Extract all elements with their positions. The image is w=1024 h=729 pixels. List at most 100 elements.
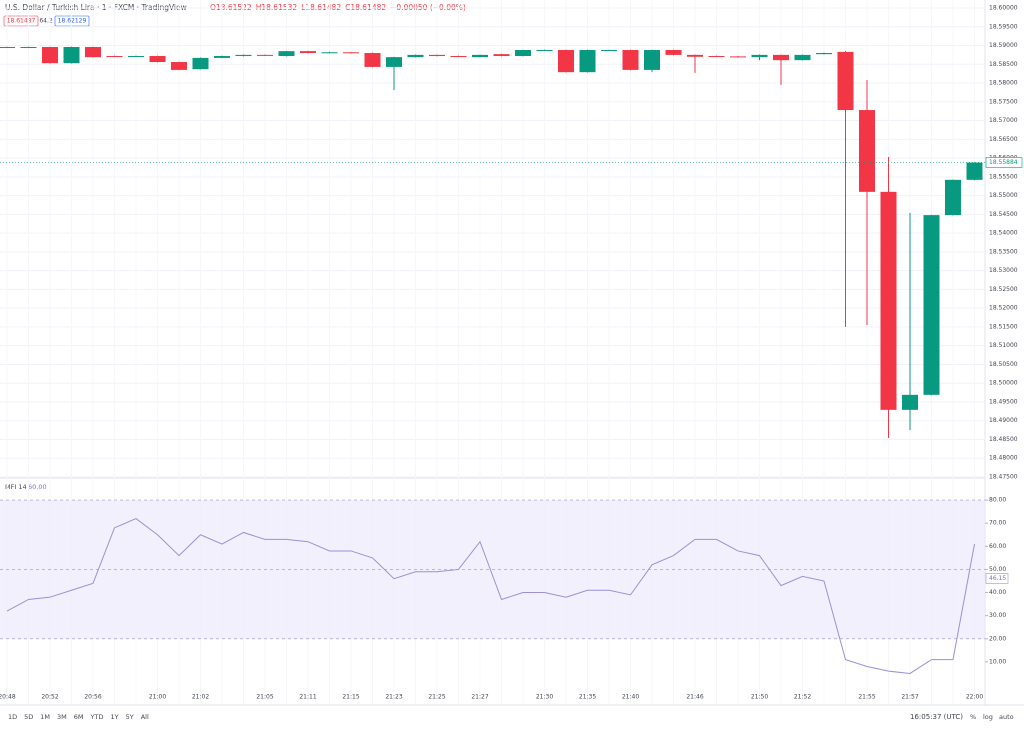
candle-body [85, 47, 101, 58]
x-tick-label: 20:52 [41, 694, 58, 701]
candle-body [880, 191, 897, 410]
candle-body [923, 215, 940, 395]
range-button[interactable]: 3M [57, 713, 67, 721]
y-tick-label: 18.49500 [989, 398, 1018, 405]
x-tick-label: 21:25 [428, 694, 445, 701]
x-tick-label: 21:00 [149, 694, 166, 701]
y-tick-label: 18.55500 [989, 173, 1018, 180]
range-button[interactable]: YTD [90, 713, 104, 721]
candle-body [730, 56, 746, 58]
y-tick-label: 18.54000 [989, 230, 1018, 237]
y-tick-label: 18.53000 [989, 267, 1018, 274]
candle-body [429, 54, 445, 57]
last-price-box [985, 157, 1023, 168]
candle-body [257, 54, 273, 56]
candle-body [386, 57, 402, 67]
x-tick-label: 21:52 [794, 694, 811, 701]
y-tick-label: 18.52500 [989, 286, 1018, 293]
range-button[interactable]: 5Y [126, 713, 134, 721]
y-tick-label: 18.47500 [989, 474, 1018, 481]
last-value-label: 46.15 [989, 575, 1006, 582]
axis-option[interactable]: log [983, 713, 993, 721]
x-tick-label: 21:46 [686, 694, 703, 701]
candle-body [558, 50, 574, 73]
candle-body [321, 52, 338, 54]
y-tick-label: 18.58500 [989, 61, 1018, 68]
y-tick-label: 20.00 [989, 635, 1006, 642]
candle-body [300, 51, 316, 54]
candle-body [20, 47, 37, 49]
mfi-line [6, 518, 975, 674]
x-tick-label: 21:55 [858, 694, 875, 701]
x-tick-label: 21:11 [299, 694, 316, 701]
candle-body [902, 394, 918, 410]
candle-body [214, 56, 230, 58]
y-tick-label: 18.56500 [989, 136, 1018, 143]
x-tick-label: 20:56 [84, 694, 101, 701]
y-tick-label: 50.00 [989, 566, 1006, 573]
candle-body [966, 162, 983, 180]
last-price-label: 18.55884 [989, 159, 1018, 166]
axis-option[interactable]: auto [999, 713, 1014, 721]
y-tick-label: 18.60000 [989, 5, 1018, 12]
y-tick-label: 60.00 [989, 543, 1006, 550]
x-tick-label: 21:27 [471, 694, 488, 701]
x-tick-label: 21:23 [385, 694, 402, 701]
candle-body [687, 54, 703, 57]
y-tick-label: 18.50000 [989, 380, 1018, 387]
sell-box [3, 15, 39, 27]
y-tick-label: 40.00 [989, 589, 1006, 596]
y-tick-label: 18.52000 [989, 305, 1018, 312]
y-tick-label: 18.49000 [989, 417, 1018, 424]
y-tick-label: 18.50500 [989, 361, 1018, 368]
candle-body [63, 47, 80, 64]
x-tick-label: 21:57 [901, 694, 918, 701]
y-tick-label: 18.59500 [989, 23, 1018, 30]
candle-body [644, 50, 660, 70]
candle-body [192, 57, 209, 70]
y-tick-label: 30.00 [989, 612, 1006, 619]
y-tick-label: 70.00 [989, 520, 1006, 527]
x-tick-label: 21:50 [751, 694, 768, 701]
candle-body [515, 50, 531, 57]
axis-option[interactable]: % [970, 713, 976, 721]
candle-body [536, 50, 553, 52]
x-tick-label: 22:00 [966, 694, 983, 701]
candle-body [128, 56, 144, 58]
candle-body [794, 54, 811, 61]
y-tick-label: 18.57500 [989, 98, 1018, 105]
candle-body [837, 51, 854, 111]
y-tick-label: 18.48000 [989, 455, 1018, 462]
y-tick-label: 10.00 [989, 658, 1006, 665]
sell-price: 18.61487 [7, 18, 36, 25]
candle-body [816, 53, 832, 55]
y-tick-label: 18.59000 [989, 42, 1018, 49]
y-tick-label: 18.57000 [989, 117, 1018, 124]
range-button[interactable]: All [141, 713, 149, 721]
candle-body [859, 110, 875, 192]
range-button[interactable]: 6M [74, 713, 84, 721]
candle-body [106, 56, 123, 58]
range-button[interactable]: 1Y [110, 713, 118, 721]
x-tick-label: 21:02 [192, 694, 209, 701]
y-tick-label: 18.54500 [989, 211, 1018, 218]
y-tick-label: 18.51500 [989, 323, 1018, 330]
range-button[interactable]: 1M [40, 713, 50, 721]
candle-body [343, 52, 359, 54]
candle-body [171, 62, 187, 70]
indicator-value: 60.00 [28, 483, 47, 491]
candle-body [407, 54, 424, 58]
candle-body [450, 56, 467, 58]
range-button[interactable]: 5D [24, 713, 33, 721]
range-button[interactable]: 1D [8, 713, 17, 721]
x-tick-label: 21:15 [342, 694, 359, 701]
candle-body [278, 51, 295, 57]
x-tick-label: 21:35 [579, 694, 596, 701]
y-tick-label: 18.55000 [989, 192, 1018, 199]
candle-body [149, 56, 166, 63]
candle-body [235, 54, 252, 57]
candle-body [945, 179, 961, 216]
candle-body [601, 50, 617, 52]
x-tick-label: 20:48 [0, 694, 16, 701]
